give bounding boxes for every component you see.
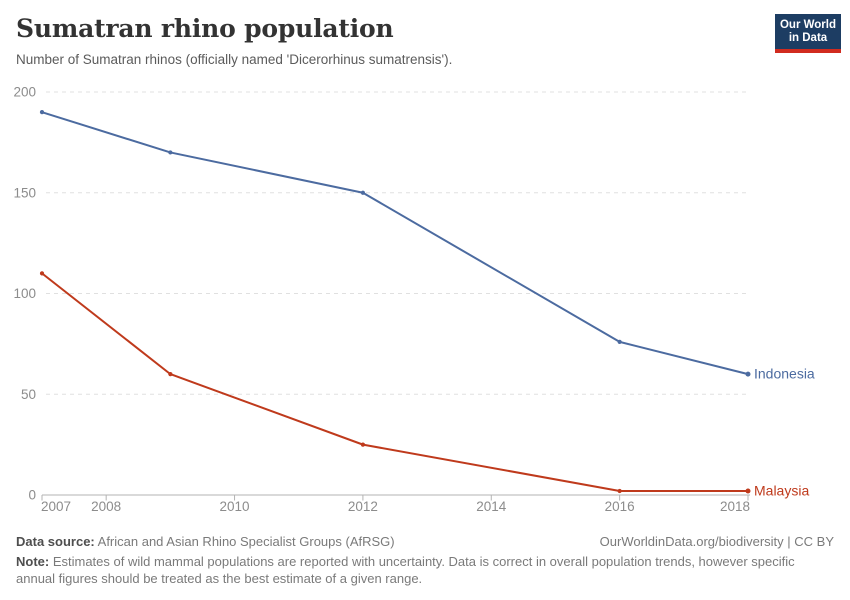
series-end-label-indonesia[interactable]: Indonesia: [754, 366, 815, 382]
owid-logo[interactable]: Our World in Data: [775, 14, 841, 53]
data-point-malaysia-2018[interactable]: [745, 488, 751, 494]
data-point-indonesia-2009[interactable]: [168, 150, 173, 155]
data-point-indonesia-2012[interactable]: [360, 190, 366, 195]
data-point-indonesia-2007[interactable]: [39, 110, 45, 115]
owid-logo-line1: Our World: [779, 19, 836, 31]
y-axis-label-100: 100: [13, 286, 36, 301]
chart-footer: Data source: African and Asian Rhino Spe…: [16, 533, 834, 587]
y-axis-label-150: 150: [13, 185, 36, 200]
chart-note: Note: Estimates of wild mammal populatio…: [16, 553, 798, 587]
x-axis-label-2008: 2008: [91, 499, 121, 514]
data-source-text: African and Asian Rhino Specialist Group…: [94, 534, 395, 549]
x-axis-label-2014: 2014: [476, 499, 507, 514]
x-axis-label-2016: 2016: [605, 499, 635, 514]
data-point-malaysia-2012[interactable]: [360, 442, 366, 447]
data-point-indonesia-2016[interactable]: [617, 339, 622, 344]
series-end-label-malaysia[interactable]: Malaysia: [754, 482, 809, 498]
data-point-indonesia-2018[interactable]: [745, 371, 751, 377]
series-line-indonesia[interactable]: [41, 111, 749, 376]
data-point-malaysia-2007[interactable]: [39, 271, 45, 276]
note-label: Note:: [16, 554, 50, 569]
data-point-malaysia-2016[interactable]: [617, 488, 622, 494]
x-axis-label-2010: 2010: [220, 499, 250, 514]
data-point-malaysia-2009[interactable]: [168, 372, 173, 377]
data-source-label: Data source:: [16, 534, 95, 549]
y-axis-label-50: 50: [21, 387, 36, 402]
data-source: Data source: African and Asian Rhino Spe…: [16, 533, 395, 550]
chart-header: Sumatran rhino population Number of Suma…: [16, 14, 841, 67]
note-text: Estimates of wild mammal populations are…: [16, 554, 795, 586]
x-axis-label-2018: 2018: [720, 499, 750, 514]
series-line-malaysia[interactable]: [41, 272, 749, 492]
license-link[interactable]: OurWorldinData.org/biodiversity | CC BY: [599, 534, 834, 549]
population-line-chart: 0 50 100 150 200 2007 2008 2010 2012 2014 2016 2018…: [13, 85, 815, 515]
y-axis-label-0: 0: [28, 488, 36, 503]
y-axis-label-200: 200: [13, 85, 36, 100]
chart-title: Sumatran rhino population: [16, 14, 394, 43]
x-axis-label-2012: 2012: [348, 499, 378, 514]
owid-logo-line2: in Data: [788, 32, 828, 44]
x-axis-label-2007: 2007: [41, 499, 71, 514]
chart-subtitle: Number of Sumatran rhinos (officially na…: [16, 52, 453, 67]
